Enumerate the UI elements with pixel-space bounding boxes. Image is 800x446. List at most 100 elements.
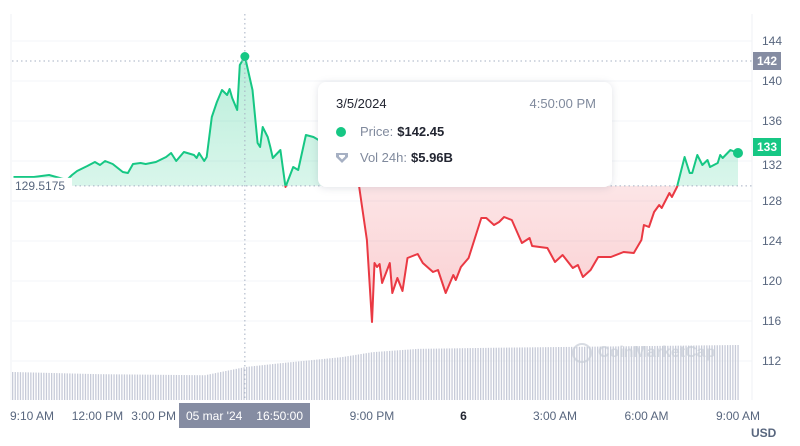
volume-bar (287, 362, 289, 400)
volume-bar (597, 346, 599, 400)
volume-bar (311, 360, 313, 400)
crosshair-time: 16:50:00 (256, 408, 303, 423)
volume-bar (282, 362, 284, 400)
volume-bar (628, 346, 630, 400)
watermark: CoinMarketCap (572, 343, 715, 363)
volume-bar (22, 372, 24, 400)
volume-bar (295, 361, 297, 400)
volume-bar (222, 371, 224, 400)
watermark-text: CoinMarketCap (598, 344, 716, 361)
volume-bar (610, 346, 612, 400)
volume-bar (344, 356, 347, 400)
volume-bar (383, 351, 386, 400)
x-tick-label: 6:00 AM (624, 409, 668, 423)
volume-bar (677, 345, 679, 400)
volume-bar (693, 345, 695, 400)
volume-bar (433, 348, 435, 400)
volume-bar (519, 347, 521, 400)
volume-bar (199, 375, 201, 400)
volume-bar (532, 347, 534, 400)
volume-bar (178, 374, 180, 400)
volume-bar (92, 374, 94, 400)
volume-bar (360, 354, 362, 400)
volume-bar (129, 374, 131, 400)
volume-bar (688, 345, 690, 400)
volume-bar (651, 345, 653, 400)
volume-bar (168, 374, 170, 400)
volume-bar (248, 366, 250, 400)
volume-bar (378, 351, 380, 400)
volume-bar (446, 348, 448, 400)
y-tick-label: 144 (762, 34, 782, 48)
volume-bar (207, 374, 209, 400)
volume-bar (589, 346, 591, 400)
volume-bar (256, 365, 258, 400)
volume-bar (451, 348, 453, 400)
volume-bar (477, 347, 479, 400)
volume-bar (162, 374, 165, 400)
volume-bar (66, 373, 68, 400)
volume-bar (698, 345, 700, 400)
volume-bar (370, 352, 373, 400)
volume-bar (313, 359, 315, 400)
volume-bar (116, 374, 118, 400)
volume-bar (584, 346, 586, 400)
volume-bar (110, 374, 113, 400)
volume-bar (134, 374, 136, 400)
x-tick-label: 12:00 PM (72, 409, 123, 423)
price-area-down (13, 185, 738, 322)
volume-bar (35, 372, 37, 400)
volume-bar (355, 354, 357, 400)
volume-bar (396, 350, 399, 400)
volume-bar (290, 362, 292, 400)
volume-bar (711, 345, 713, 400)
volume-bar (526, 347, 529, 400)
volume-bar (272, 364, 274, 400)
volume-bar (38, 372, 40, 400)
price-line-up (13, 55, 739, 186)
crosshair-price-badge: 142 (753, 52, 782, 70)
volume-bar (615, 346, 617, 400)
volume-bar (183, 375, 185, 400)
volume-bar (175, 374, 178, 400)
volume-bar (144, 374, 146, 400)
volume-bar (331, 358, 334, 400)
volume-bar (586, 346, 588, 400)
volume-bar (40, 372, 42, 400)
volume-bar (363, 353, 365, 400)
volume-bar (547, 347, 549, 400)
volume-bar (599, 346, 601, 400)
volume-bar (420, 348, 422, 400)
volume-bar (139, 374, 141, 400)
volume-bar (560, 346, 562, 400)
volume-bar (581, 346, 583, 400)
volume-bar (552, 347, 555, 400)
volume-bar (480, 347, 482, 400)
volume-bar (170, 374, 172, 400)
volume-bar (357, 354, 360, 400)
volume-bar (602, 346, 604, 400)
volume-bar (732, 345, 734, 400)
volume-bar (157, 374, 159, 400)
volume-bar (77, 373, 79, 400)
tooltip-time: 4:50:00 PM (529, 96, 597, 111)
volume-bar (500, 347, 503, 400)
volume-bar (516, 347, 518, 400)
volume-bar (654, 345, 656, 400)
volume-bar (706, 345, 708, 400)
volume-bar (100, 374, 102, 400)
volume-bar (448, 348, 451, 400)
volume-bar (209, 374, 211, 400)
volume-bar (227, 370, 230, 400)
volume-bar (524, 347, 526, 400)
volume-bar (459, 348, 461, 400)
volume-bar (285, 362, 287, 400)
volume-bar (467, 348, 469, 400)
volume-bar (649, 346, 651, 400)
volume-bar (264, 364, 266, 400)
volume-bar (464, 348, 466, 400)
volume-bar (45, 372, 48, 400)
volume-bar (108, 374, 110, 400)
volume-bar (412, 349, 414, 400)
